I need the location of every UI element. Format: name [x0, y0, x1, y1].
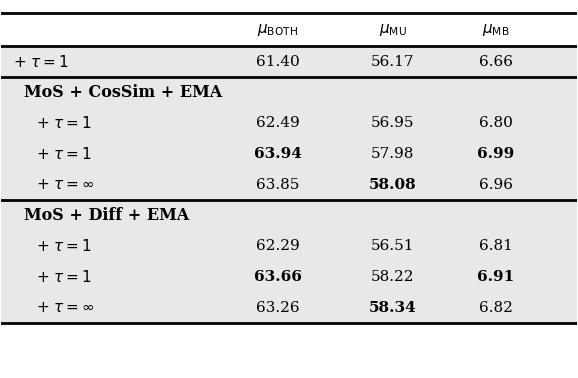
Text: $\mu_{\mathrm{MU}}$: $\mu_{\mathrm{MU}}$ [379, 22, 406, 37]
Text: $+\ \tau = 1$: $+\ \tau = 1$ [13, 54, 69, 70]
Text: 6.66: 6.66 [479, 55, 513, 69]
Text: 62.49: 62.49 [255, 116, 299, 130]
Text: 56.95: 56.95 [371, 116, 414, 130]
FancyBboxPatch shape [1, 46, 577, 200]
FancyBboxPatch shape [1, 200, 577, 323]
Text: 63.94: 63.94 [254, 147, 302, 161]
Text: 58.22: 58.22 [371, 270, 414, 284]
Text: $+\ \tau = \infty$: $+\ \tau = \infty$ [36, 178, 95, 192]
Text: 63.85: 63.85 [256, 178, 299, 192]
Text: 6.81: 6.81 [479, 239, 513, 253]
Text: 61.40: 61.40 [255, 55, 299, 69]
Text: $\mu_{\mathrm{MB}}$: $\mu_{\mathrm{MB}}$ [482, 22, 510, 37]
Text: 6.80: 6.80 [479, 116, 513, 130]
Text: 6.91: 6.91 [477, 270, 514, 284]
Text: 63.66: 63.66 [254, 270, 302, 284]
Text: 58.34: 58.34 [369, 301, 416, 315]
Text: 56.51: 56.51 [371, 239, 414, 253]
Text: MoS + CosSim + EMA: MoS + CosSim + EMA [24, 84, 223, 101]
Text: 56.17: 56.17 [371, 55, 414, 69]
Text: $+\ \tau = 1$: $+\ \tau = 1$ [36, 115, 92, 131]
Text: $\mu_{\mathrm{BOTH}}$: $\mu_{\mathrm{BOTH}}$ [257, 22, 298, 37]
Text: 63.26: 63.26 [255, 301, 299, 315]
Text: 58.08: 58.08 [369, 178, 416, 192]
Text: 6.82: 6.82 [479, 301, 513, 315]
Text: $+\ \tau = 1$: $+\ \tau = 1$ [36, 239, 92, 254]
Text: 62.29: 62.29 [255, 239, 299, 253]
Text: $+\ \tau = 1$: $+\ \tau = 1$ [36, 269, 92, 285]
Text: 6.96: 6.96 [479, 178, 513, 192]
Text: 6.99: 6.99 [477, 147, 514, 161]
Text: $+\ \tau = 1$: $+\ \tau = 1$ [36, 146, 92, 162]
Text: 57.98: 57.98 [371, 147, 414, 161]
Text: MoS + Diff + EMA: MoS + Diff + EMA [24, 207, 190, 224]
Text: $+\ \tau = \infty$: $+\ \tau = \infty$ [36, 301, 95, 315]
